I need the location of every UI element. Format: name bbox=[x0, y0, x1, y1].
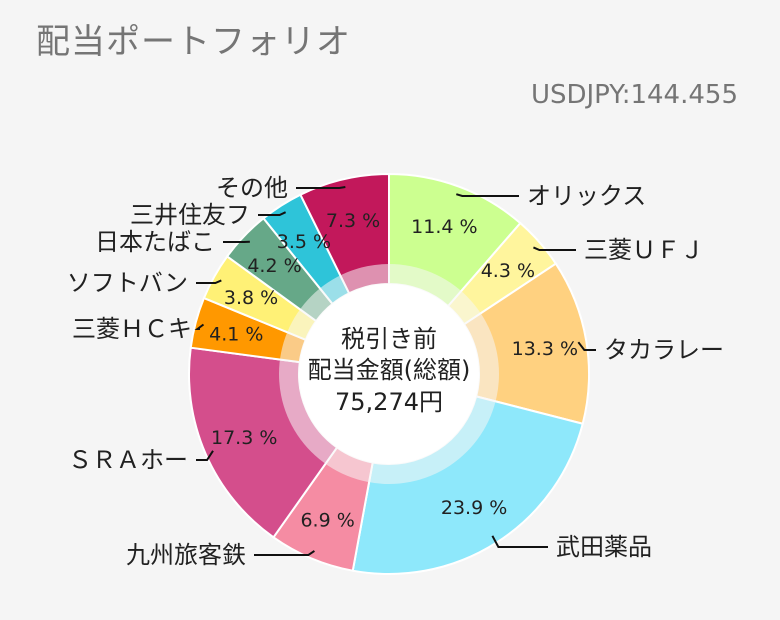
leader-line bbox=[577, 341, 596, 351]
center-hole bbox=[299, 284, 479, 464]
slice-value-label: 17.3 % bbox=[211, 427, 277, 449]
center-line-3: 75,274円 bbox=[335, 388, 443, 416]
category-label: ＳＲＡホー bbox=[68, 446, 188, 474]
slice-value-label: 6.9 % bbox=[300, 510, 354, 532]
slice-value-label: 3.5 % bbox=[277, 231, 331, 253]
category-label: 三菱ＨＣキ bbox=[72, 315, 192, 343]
category-label: 武田薬品 bbox=[556, 533, 652, 561]
leader-line bbox=[254, 550, 315, 556]
category-label: オリックス bbox=[527, 182, 646, 210]
category-label: ソフトバン bbox=[67, 269, 188, 297]
leader-line bbox=[196, 279, 222, 284]
exchange-rate: USDJPY:144.455 bbox=[530, 80, 738, 110]
slice-value-label: 23.9 % bbox=[441, 497, 507, 519]
slice-value-label: 11.4 % bbox=[411, 216, 477, 238]
slice-value-label: 13.3 % bbox=[512, 338, 578, 360]
category-label: 三井住友フ bbox=[130, 201, 250, 229]
category-label: 九州旅客鉄 bbox=[126, 541, 246, 569]
leader-line bbox=[296, 186, 346, 189]
slice-value-label: 4.1 % bbox=[209, 323, 263, 345]
center-line-2: 配当金額(総額) bbox=[308, 356, 471, 384]
category-label: タカラレー bbox=[604, 336, 724, 364]
category-label: 三菱ＵＦＪ bbox=[584, 236, 704, 264]
chart-title: 配当ポートフォリオ bbox=[36, 22, 351, 62]
category-label: 日本たばこ bbox=[95, 228, 215, 256]
slice-value-label: 3.8 % bbox=[224, 287, 278, 309]
leader-line bbox=[196, 450, 214, 461]
center-line-1: 税引き前 bbox=[341, 325, 437, 353]
slice-value-label: 7.3 % bbox=[326, 210, 380, 232]
leader-line bbox=[456, 193, 519, 197]
category-label: その他 bbox=[216, 174, 288, 202]
slice-value-label: 4.3 % bbox=[481, 260, 535, 282]
leader-line bbox=[533, 246, 576, 251]
slice-value-label: 4.2 % bbox=[247, 255, 301, 277]
leader-line bbox=[491, 535, 548, 548]
leader-line bbox=[194, 323, 205, 330]
leader-line bbox=[258, 211, 287, 216]
